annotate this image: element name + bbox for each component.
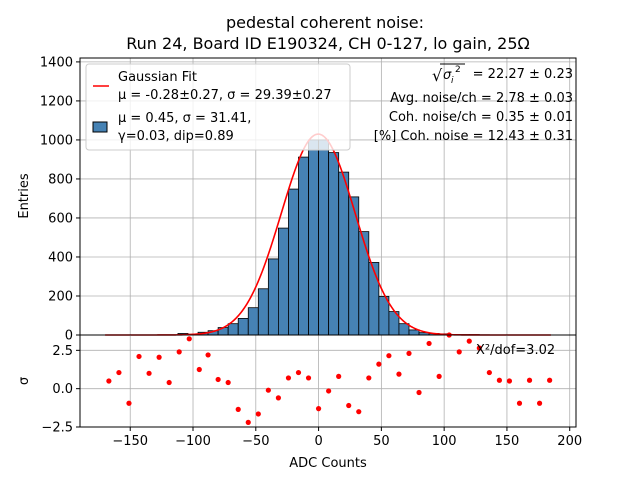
residual-point [517, 401, 522, 406]
residual-point [236, 407, 241, 412]
residual-point [106, 378, 111, 383]
histogram-bar [238, 318, 248, 335]
residual-point [426, 341, 431, 346]
residual-point [467, 339, 472, 344]
residual-point [157, 355, 162, 360]
top-y-tick-label: 800 [48, 172, 73, 187]
histogram-bar [248, 308, 258, 335]
legend: Gaussian Fit μ = -0.28±0.27, σ = 29.39±0… [86, 64, 350, 150]
residual-point [527, 378, 532, 383]
bottom-y-tick-label: 2.5 [52, 344, 73, 359]
x-tick-label: −50 [242, 434, 269, 449]
legend-fit-label: Gaussian Fit [118, 70, 197, 85]
x-tick-label: 0 [314, 434, 322, 449]
histogram-bar [359, 232, 369, 335]
top-y-tick-label: 200 [48, 289, 73, 304]
residual-point [146, 371, 151, 376]
residual-point [437, 374, 442, 379]
histogram-bar [319, 140, 329, 335]
bottom-y-axis-label: σ [17, 377, 32, 385]
residual-point [226, 380, 231, 385]
x-tick-label: 50 [373, 434, 390, 449]
residual-point [376, 362, 381, 367]
histogram-bar [288, 189, 298, 335]
residual-point [487, 370, 492, 375]
sqrt-symbol: √ [432, 66, 443, 85]
histogram-bar [228, 324, 238, 335]
residual-point [136, 354, 141, 359]
histogram-bar [399, 324, 409, 335]
chi2-annotation: X²/dof=3.02 [476, 343, 555, 358]
histogram-bar [298, 157, 308, 335]
legend-hist-params: μ = 0.45, σ = 31.41, [118, 111, 251, 126]
residual-point [246, 420, 251, 425]
histogram-bar [268, 259, 278, 335]
residual-point [547, 378, 552, 383]
x-tick-label: −150 [112, 434, 148, 449]
sqrt-sigma-value: = 22.27 ± 0.23 [473, 67, 573, 82]
residual-point [336, 374, 341, 379]
residual-point [187, 336, 192, 341]
residual-point [167, 380, 172, 385]
histogram-bar [329, 153, 339, 335]
histogram-bar [258, 289, 268, 335]
residual-point [316, 406, 321, 411]
residual-point [366, 375, 371, 380]
x-tick-label: −100 [175, 434, 211, 449]
residual-point [326, 388, 331, 393]
residual-point [177, 349, 182, 354]
top-y-tick-label: 1200 [40, 94, 73, 109]
top-y-tick-label: 1000 [40, 133, 73, 148]
residual-point [126, 401, 131, 406]
residual-point [286, 375, 291, 380]
histogram-bar [369, 262, 379, 335]
residual-point [306, 375, 311, 380]
residual-point [346, 403, 351, 408]
x-tick-label: 100 [432, 434, 457, 449]
coh-noise-text: Coh. noise/ch = 0.35 ± 0.01 [389, 110, 573, 125]
chart-subtitle: Run 24, Board ID E190324, CH 0-127, lo g… [126, 34, 529, 53]
top-y-axis-label: Entries [17, 173, 32, 219]
top-y-tick-label: 1400 [40, 55, 73, 70]
residual-point [296, 370, 301, 375]
top-y-tick-label: 0 [65, 329, 73, 344]
residual-point [537, 401, 542, 406]
residual-point [197, 367, 202, 372]
residual-point [276, 395, 281, 400]
residual-point [457, 349, 462, 354]
histogram-bar [309, 140, 319, 335]
x-tick-label: 200 [557, 434, 582, 449]
coh-noise-percent-text: [%] Coh. noise = 12.43 ± 0.31 [374, 129, 573, 144]
x-tick-label: 150 [495, 434, 520, 449]
histogram-bar [278, 228, 288, 335]
residual-point [507, 378, 512, 383]
top-y-tick-label: 600 [48, 211, 73, 226]
histogram-bar [379, 296, 389, 335]
residual-point [386, 353, 391, 358]
bottom-y-tick-label: 0.0 [52, 382, 73, 397]
residual-point [396, 372, 401, 377]
residual-point [116, 370, 121, 375]
residual-point [205, 352, 210, 357]
residual-point [266, 388, 271, 393]
bottom-y-tick-label: −2.5 [41, 421, 73, 436]
top-y-tick-label: 400 [48, 250, 73, 265]
residual-point [256, 411, 261, 416]
x-axis-label: ADC Counts [289, 456, 367, 471]
avg-noise-text: Avg. noise/ch = 2.78 ± 0.03 [390, 91, 573, 106]
legend-fit-params: μ = -0.28±0.27, σ = 29.39±0.27 [118, 88, 332, 103]
sigma-superscript: 2 [455, 65, 461, 75]
residual-point [356, 409, 361, 414]
residual-point [416, 390, 421, 395]
residual-point [497, 378, 502, 383]
residual-point [216, 377, 221, 382]
legend-hist-shape: γ=0.03, dip=0.89 [118, 129, 234, 144]
histogram-bar [409, 330, 419, 335]
histogram-bar [339, 172, 349, 335]
chart-title: pedestal coherent noise: [226, 13, 424, 32]
legend-hist-swatch [93, 122, 107, 132]
residual-point [406, 351, 411, 356]
